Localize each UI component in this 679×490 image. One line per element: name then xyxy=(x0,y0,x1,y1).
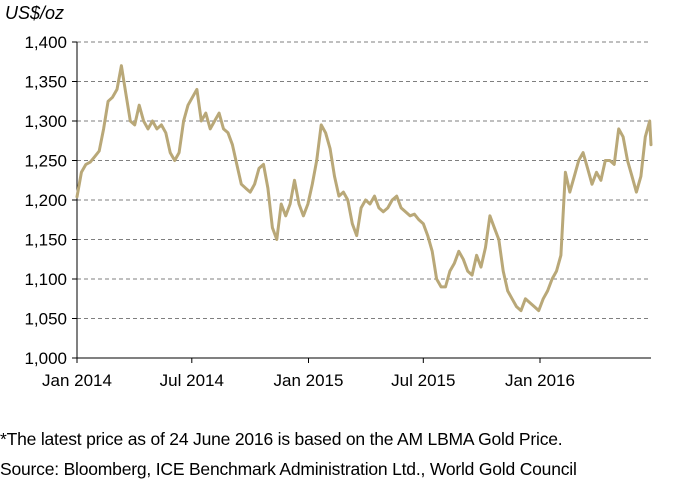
chart-notes: *The latest price as of 24 June 2016 is … xyxy=(0,424,679,484)
axes xyxy=(72,41,651,363)
y-tick-label: 1,400 xyxy=(24,33,67,52)
y-axis-unit-label: US$/oz xyxy=(5,3,64,23)
x-tick-label: Jan 2015 xyxy=(274,371,344,390)
y-tick-label: 1,100 xyxy=(24,270,67,289)
y-axis-tick-labels: 1,000 1,050 1,100 1,150 1,200 1,250 1,300 1,350… xyxy=(24,33,67,368)
source-note: Source: Bloomberg, ICE Benchmark Adminis… xyxy=(0,459,577,479)
series-layer xyxy=(75,64,653,313)
y-tick-label: 1,300 xyxy=(24,112,67,131)
gold-price-line-chart: US$/oz 1,000 1,050 1,100 1,150 1,200 1,250 1,3… xyxy=(5,3,653,390)
y-tick-label: 1,050 xyxy=(24,310,67,329)
y-tick-label: 1,000 xyxy=(24,349,67,368)
x-tick-label: Jul 2014 xyxy=(160,371,224,390)
y-tick-label: 1,200 xyxy=(24,191,67,210)
x-axis-tick-labels: Jan 2014 Jul 2014 Jan 2015 Jul 2015 Jan 2016 xyxy=(42,371,575,390)
x-tick-label: Jan 2014 xyxy=(42,371,112,390)
y-tick-label: 1,350 xyxy=(24,73,67,92)
x-tick-label: Jan 2016 xyxy=(505,371,575,390)
x-tick-label: Jul 2015 xyxy=(391,371,455,390)
y-tick-label: 1,250 xyxy=(24,152,67,171)
y-tick-label: 1,150 xyxy=(24,231,67,250)
gold-price-series-line xyxy=(75,64,653,313)
footnote: *The latest price as of 24 June 2016 is … xyxy=(0,429,563,449)
